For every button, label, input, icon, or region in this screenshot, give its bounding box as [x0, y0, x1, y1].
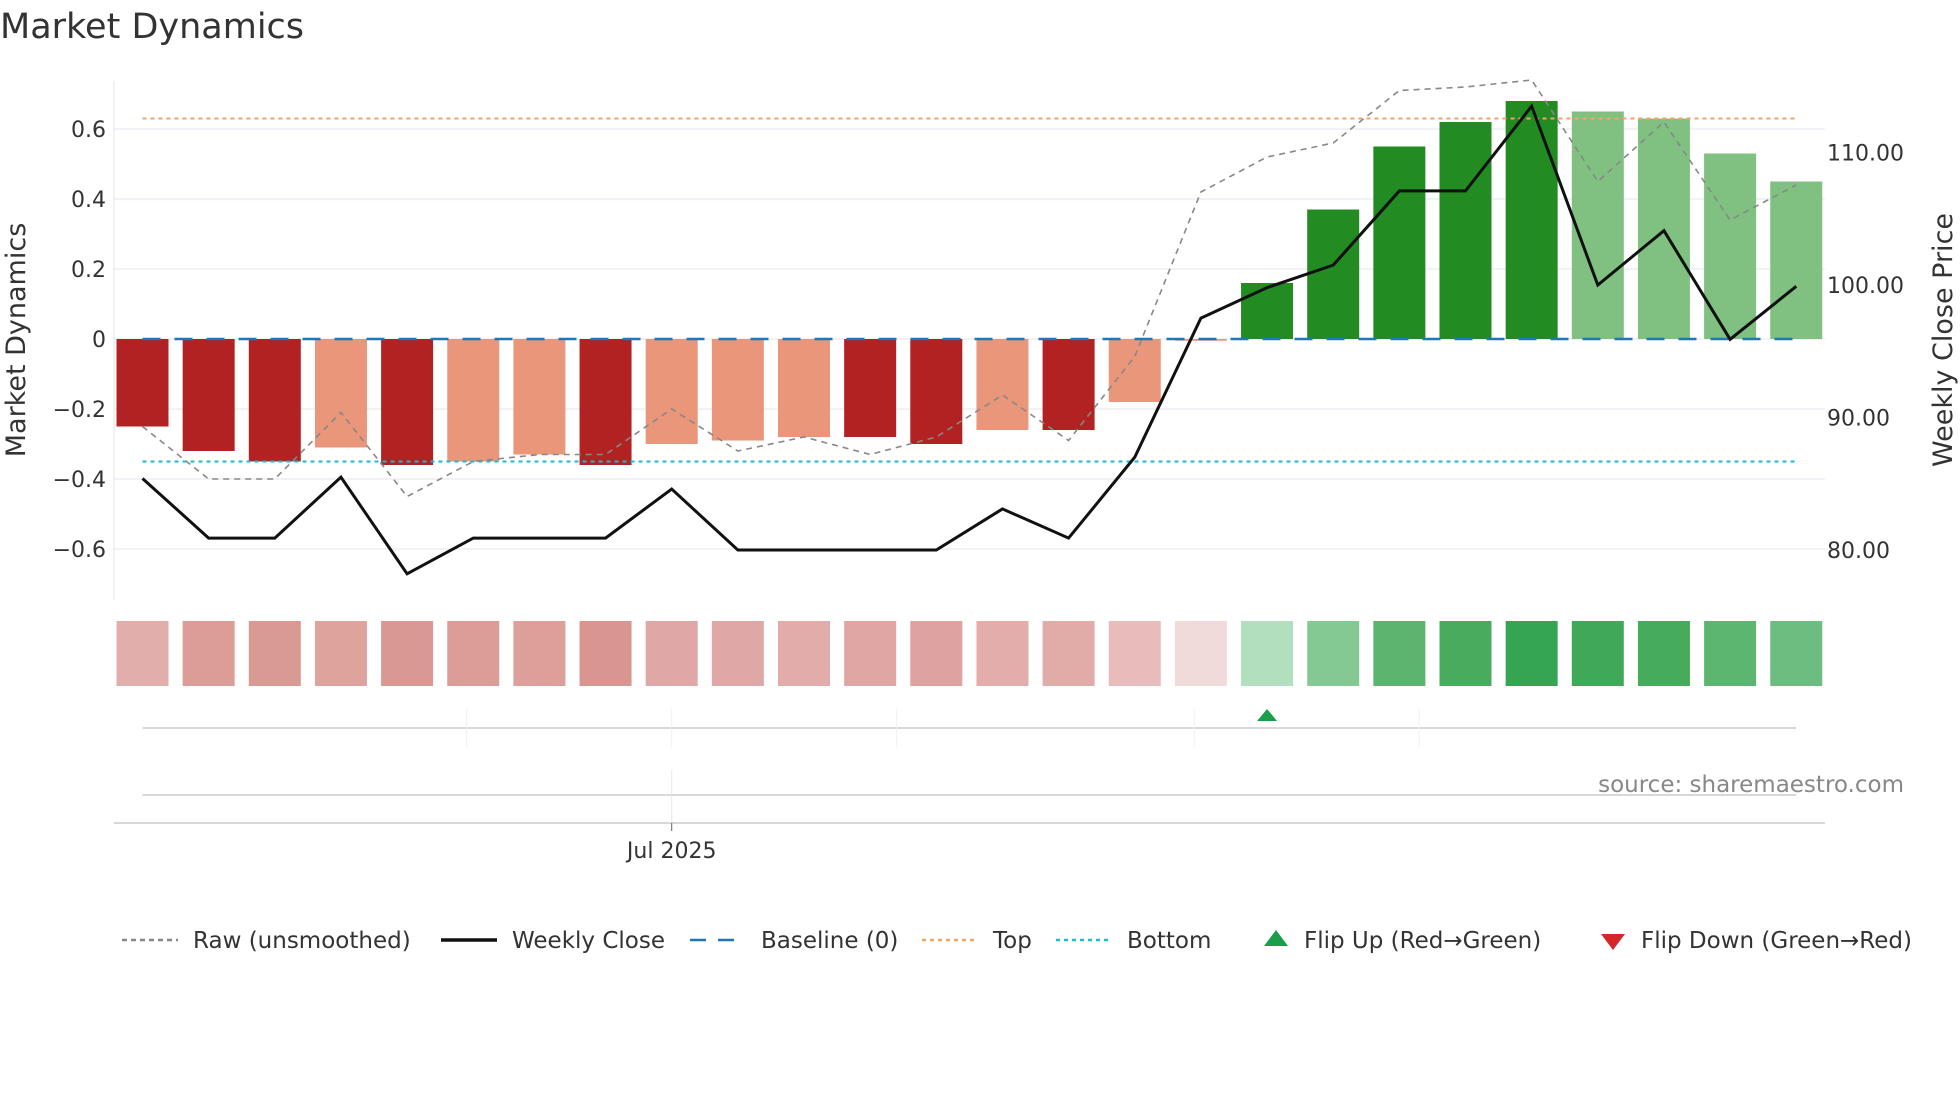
bar: [381, 339, 434, 465]
y2-axis-label: Weekly Close Price: [1928, 213, 1959, 467]
legend-label: Baseline (0): [761, 928, 898, 954]
raw-line: [142, 79, 1797, 498]
bar: [182, 339, 235, 451]
y-tick-label: −0.4: [53, 468, 106, 493]
bar: [1307, 209, 1360, 339]
strip-cell: [513, 621, 566, 686]
right-y-ticks: 110.00 100.00 90.00 80.00: [1827, 142, 1904, 565]
legend-label: Top: [992, 928, 1032, 954]
strip-cell: [1373, 621, 1426, 686]
strip-cell: [1704, 621, 1757, 686]
strip-cell: [182, 621, 235, 686]
legend: Raw (unsmoothed) Weekly Close Baseline (0)…: [122, 928, 1912, 954]
bar: [711, 339, 764, 441]
legend-label: Weekly Close: [512, 928, 665, 954]
bar: [579, 339, 632, 465]
y-axis-label: Market Dynamics: [1, 223, 32, 458]
left-y-ticks: 0.6 0.4 0.2 0 −0.2 −0.4 −0.6: [53, 118, 106, 563]
strip-cell: [381, 621, 434, 686]
bar: [976, 339, 1029, 430]
series-lines: [141, 79, 1798, 576]
strip-cell: [711, 621, 764, 686]
legend-label: Raw (unsmoothed): [193, 928, 411, 954]
strip-cell: [976, 621, 1029, 686]
bar: [447, 339, 500, 462]
strip-cell: [1439, 621, 1492, 686]
strip-cell: [1571, 621, 1624, 686]
bar: [1439, 122, 1492, 339]
legend-label: Flip Down (Green→Red): [1641, 928, 1912, 954]
bar: [645, 339, 698, 444]
y-tick-label: 0: [92, 328, 106, 353]
y-tick-label: 0.6: [71, 118, 106, 143]
strip-cell: [116, 621, 169, 686]
strip-cell: [910, 621, 963, 686]
bar: [1373, 146, 1426, 339]
legend-label: Flip Up (Red→Green): [1304, 928, 1541, 954]
y-tick-label: 0.2: [71, 258, 106, 283]
legend-flip-down-icon: [1601, 934, 1625, 950]
bar: [1108, 339, 1161, 402]
strip-cell: [248, 621, 301, 686]
flip-up-marker: [1257, 709, 1278, 721]
source-label: source: sharemaestro.com: [1598, 772, 1904, 798]
y2-tick-label: 100.00: [1827, 274, 1904, 299]
y2-tick-label: 110.00: [1827, 142, 1904, 167]
weekly-close-line: [141, 103, 1798, 576]
bar: [513, 339, 566, 455]
y2-tick-label: 80.00: [1827, 539, 1890, 564]
bar: [1042, 339, 1095, 430]
strip-cell: [579, 621, 632, 686]
x-tick-label: Jul 2025: [625, 839, 717, 864]
strip-cell: [447, 621, 500, 686]
legend-label: Bottom: [1127, 928, 1211, 954]
y-tick-label: −0.2: [53, 398, 106, 423]
strip-cell: [1108, 621, 1161, 686]
regime-strip: [116, 621, 1823, 686]
strip-cell: [1307, 621, 1360, 686]
chart-title: Market Dynamics: [0, 7, 304, 47]
strip-cell: [1042, 621, 1095, 686]
bar: [910, 339, 963, 444]
y2-tick-label: 90.00: [1827, 407, 1890, 432]
y-tick-label: −0.6: [53, 538, 106, 563]
strip-cell: [1174, 621, 1227, 686]
flip-timeline: [114, 709, 1825, 831]
bar: [314, 339, 367, 448]
bar: [844, 339, 897, 437]
strip-cell: [1241, 621, 1294, 686]
strip-cell: [778, 621, 830, 686]
legend-flip-up-icon: [1264, 930, 1288, 946]
strip-cell: [1770, 621, 1823, 686]
bar: [1241, 283, 1294, 339]
bars: [116, 101, 1823, 465]
bar: [778, 339, 830, 437]
strip-cell: [645, 621, 698, 686]
strip-cell: [314, 621, 367, 686]
y-tick-label: 0.4: [71, 188, 106, 213]
bar: [116, 339, 169, 427]
bar: [248, 339, 301, 462]
strip-cell: [1505, 621, 1558, 686]
bar: [1505, 101, 1558, 339]
strip-cell: [844, 621, 897, 686]
bar: [1770, 181, 1823, 339]
strip-cell: [1637, 621, 1690, 686]
bar: [1571, 111, 1624, 339]
